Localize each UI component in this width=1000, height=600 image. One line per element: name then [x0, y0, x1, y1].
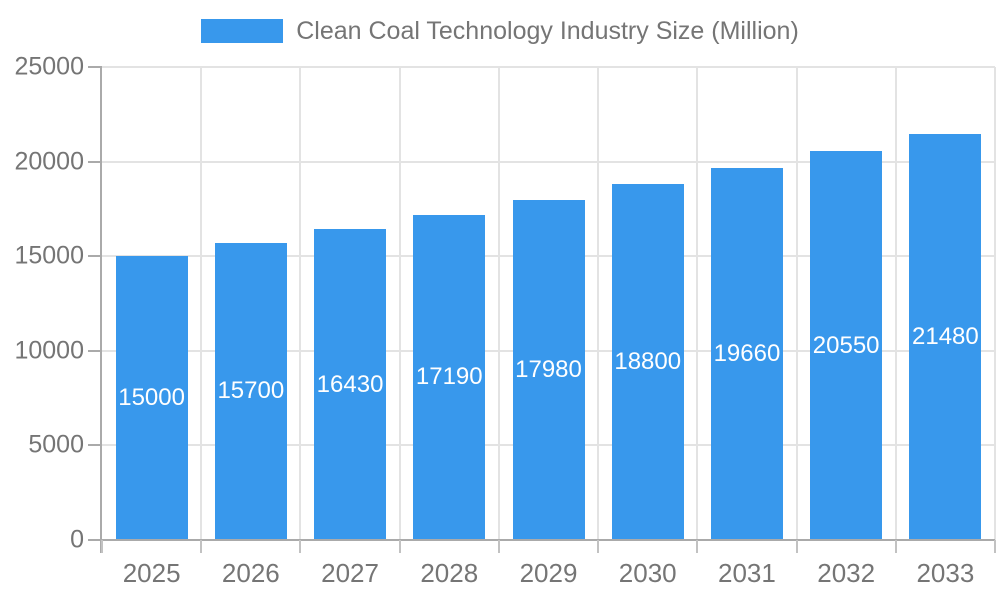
- x-axis-tick: [200, 540, 203, 553]
- horizontal-gridline: [102, 66, 995, 68]
- bar-2026[interactable]: 15700: [214, 242, 287, 540]
- x-axis-tick-label: 2032: [817, 558, 876, 588]
- x-axis-tick: [696, 540, 699, 553]
- chart-legend[interactable]: Clean Coal Technology Industry Size (Mil…: [0, 17, 1000, 45]
- bar-value-label: 15000: [118, 384, 185, 412]
- legend-series-label: Clean Coal Technology Industry Size (Mil…: [296, 16, 799, 45]
- vertical-gridline: [795, 67, 798, 540]
- y-axis-tick-label: 0: [70, 525, 84, 554]
- y-axis-tick: [88, 444, 102, 447]
- bar-value-label: 19660: [713, 340, 781, 368]
- bar-value-label: 21480: [912, 322, 979, 350]
- x-axis-tick: [894, 540, 897, 553]
- bar-2032[interactable]: 20550: [810, 151, 883, 540]
- x-axis-tick: [497, 540, 500, 553]
- x-axis-tick: [398, 540, 401, 553]
- bar-value-label: 17980: [515, 355, 582, 383]
- x-axis-tick-label: 2025: [122, 558, 181, 588]
- vertical-gridline: [497, 67, 500, 540]
- vertical-gridline: [894, 67, 897, 540]
- bar-value-label: 20550: [812, 331, 880, 359]
- bar-2029[interactable]: 17980: [512, 199, 585, 540]
- bar-2031[interactable]: 19660: [710, 168, 783, 540]
- horizontal-gridline: [102, 160, 995, 163]
- x-axis-line: [88, 539, 995, 541]
- bar-value-label: 18800: [614, 348, 682, 376]
- vertical-gridline: [200, 67, 203, 540]
- x-axis-tick: [299, 540, 302, 553]
- vertical-gridline: [696, 67, 699, 540]
- x-axis-tick-label: 2028: [420, 558, 479, 588]
- x-axis-tick: [101, 540, 103, 553]
- x-axis-tick-label: 2026: [221, 558, 280, 588]
- x-axis-tick: [795, 540, 798, 553]
- legend-swatch-icon: [201, 19, 284, 43]
- x-axis-tick-label: 2030: [618, 558, 677, 588]
- bar-2027[interactable]: 16430: [314, 229, 387, 540]
- plot-area: 15000 15700 16430 17190 17980 18800 19660 20550…: [102, 66, 996, 540]
- y-axis-tick-label: 25000: [14, 52, 84, 81]
- x-axis-tick-label: 2027: [321, 558, 379, 588]
- y-axis-tick: [88, 349, 102, 352]
- bar-value-label: 15700: [217, 377, 285, 405]
- y-axis-tick: [88, 539, 102, 541]
- x-axis-tick-label: 2031: [718, 558, 776, 588]
- y-axis-tick-label: 15000: [14, 241, 84, 270]
- bar-value-label: 17190: [415, 363, 483, 391]
- y-axis-tick-label: 20000: [14, 147, 84, 176]
- y-axis-tick-label: 10000: [14, 336, 84, 365]
- vertical-gridline: [994, 67, 996, 540]
- vertical-gridline: [597, 67, 600, 540]
- bar-2033[interactable]: 21480: [909, 133, 982, 540]
- x-axis-tick-label: 2029: [519, 558, 578, 588]
- bar-2025[interactable]: 15000: [115, 256, 188, 540]
- y-axis-tick: [88, 160, 102, 163]
- y-axis-tick: [88, 255, 102, 258]
- y-axis-tick: [88, 66, 102, 68]
- y-axis-tick-label: 5000: [28, 430, 84, 459]
- bar-2028[interactable]: 17190: [413, 214, 486, 540]
- y-axis-line: [100, 67, 102, 553]
- x-axis-tick-label: 2033: [916, 558, 975, 588]
- vertical-gridline: [299, 67, 302, 540]
- bar-2030[interactable]: 18800: [611, 184, 684, 540]
- x-axis-tick: [597, 540, 600, 553]
- vertical-gridline: [398, 67, 401, 540]
- x-axis-tick: [994, 540, 996, 553]
- bar-value-label: 16430: [316, 370, 384, 398]
